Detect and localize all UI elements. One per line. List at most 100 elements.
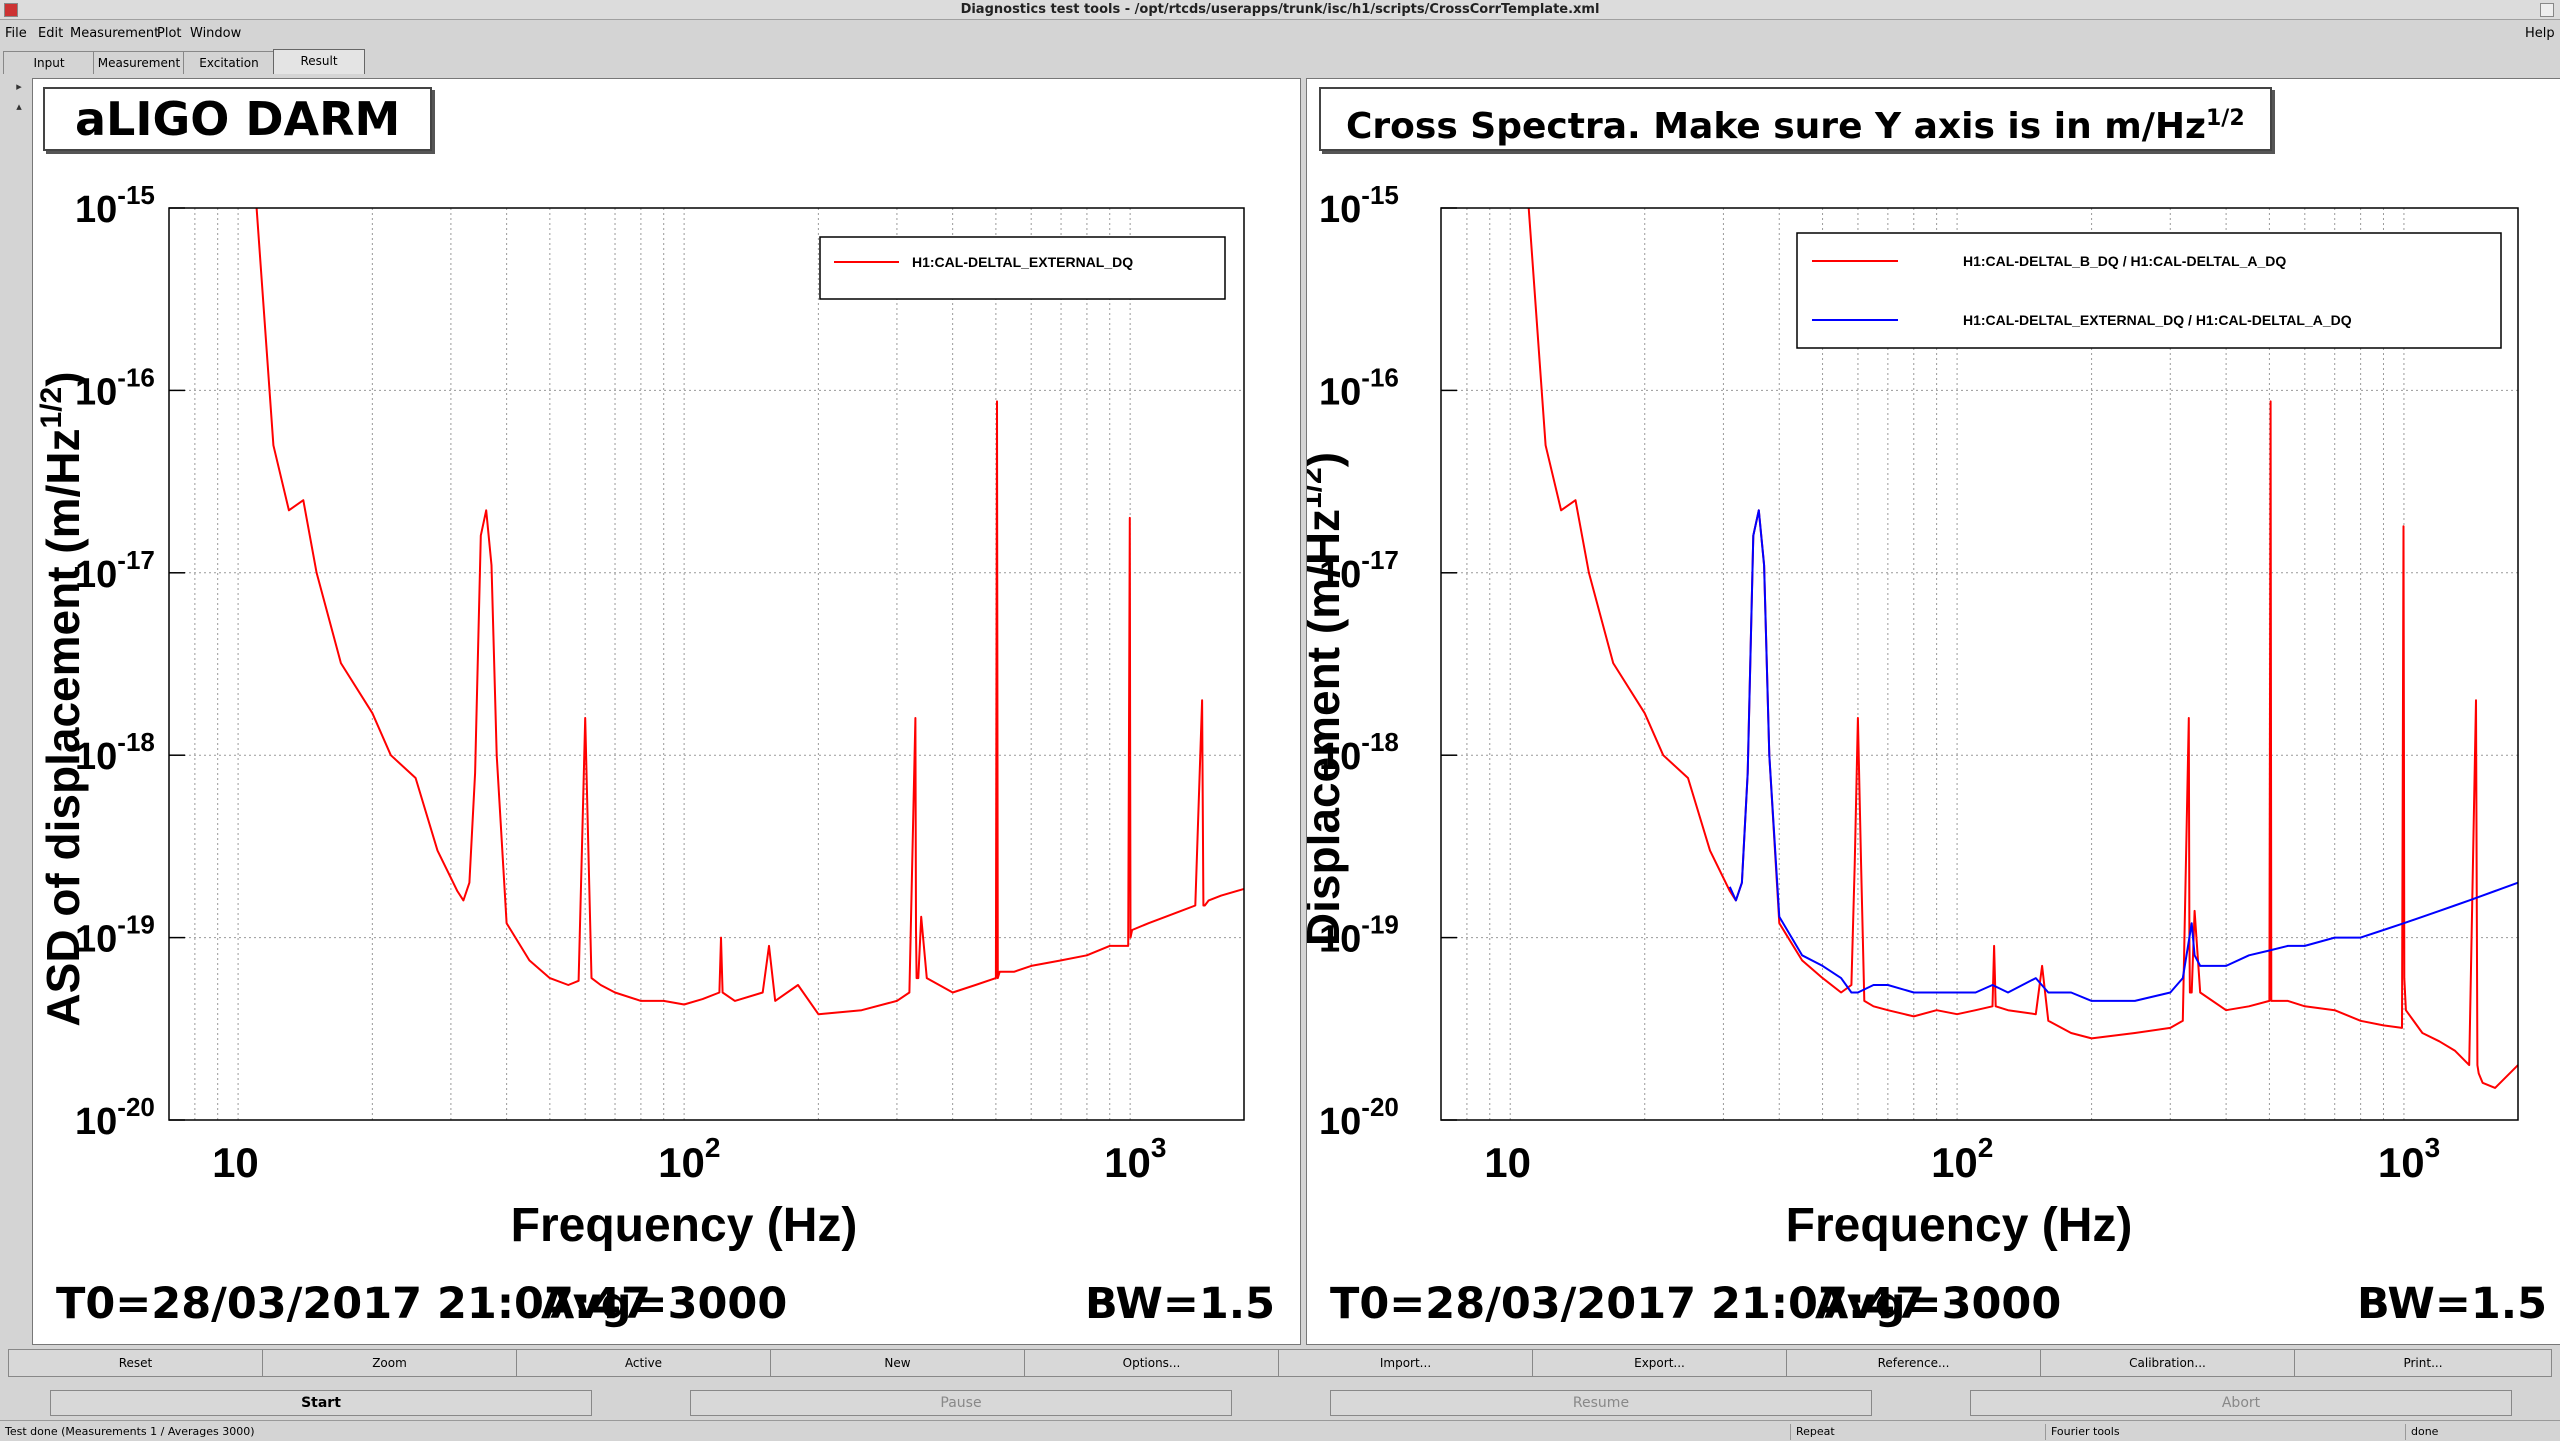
legend-entry: H1:CAL-DELTAL_EXTERNAL_DQ / H1:CAL-DELTA… (1963, 312, 2352, 328)
menu-edit[interactable]: Edit (38, 26, 64, 41)
y-tick-label: 10-19 (75, 910, 155, 961)
y-axis-label-text: Displacement (m/Hz (1307, 509, 1349, 946)
y-axis-label-close: ) (1307, 452, 1349, 467)
y-tick-exp: -18 (1361, 727, 1399, 757)
plot-frame (168, 207, 1245, 1121)
grid (1440, 208, 2518, 1120)
y-tick-base: 10 (1319, 736, 1361, 778)
tab-excitation[interactable]: Excitation (183, 51, 275, 74)
y-tick-label: 10-15 (75, 180, 155, 231)
y-axis-label: Displacement (m/Hz1/2) (1307, 452, 1349, 946)
y-tick-base: 10 (1319, 919, 1361, 961)
y-tick-exp: -16 (1361, 362, 1399, 392)
y-tick-exp: -17 (1361, 545, 1399, 575)
y-axis-label-text: ASD of displacement (m/Hz (37, 428, 89, 1026)
status-state: done (2405, 1424, 2438, 1440)
menu-plot[interactable]: Plot (157, 26, 182, 41)
menu-window[interactable]: Window (190, 26, 242, 41)
y-axis-label-close: ) (37, 371, 89, 386)
y-tick-label: 10-17 (1319, 545, 1399, 596)
export-button[interactable]: Export... (1532, 1349, 1787, 1377)
y-tick-label: 10-15 (1319, 180, 1399, 231)
x-tick-exp: 3 (1151, 1132, 1167, 1163)
footer-bw: BW=1.5 (1085, 1279, 1276, 1329)
y-tick-exp: -20 (1361, 1092, 1399, 1122)
y-tick-base: 10 (75, 371, 117, 413)
y-tick-base: 10 (75, 554, 117, 596)
scroll-up-icon[interactable]: ▸ (16, 80, 22, 93)
menu-help[interactable]: Help (2525, 26, 2555, 41)
menu-file[interactable]: File (5, 26, 27, 41)
y-tick-label: 10-18 (1319, 727, 1399, 778)
x-tick-base: 10 (1484, 1139, 1531, 1186)
plot-title-text: aLIGO DARM (75, 92, 401, 146)
y-tick-label: 10-18 (75, 727, 155, 778)
zoom-button[interactable]: Zoom (262, 1349, 517, 1377)
y-tick-base: 10 (1319, 554, 1361, 596)
window-title: Diagnostics test tools - /opt/rtcds/user… (960, 2, 1600, 17)
footer-avg: Avg=3000 (1815, 1279, 2062, 1329)
grid (168, 208, 1244, 1120)
x-tick-exp: 2 (705, 1132, 721, 1163)
window-close-icon[interactable] (2540, 3, 2554, 17)
window-menu-icon[interactable] (4, 3, 18, 17)
legend-box (1796, 232, 2502, 349)
menu-measurement[interactable]: Measurement (70, 26, 160, 41)
x-axis-label: Frequency (Hz) (1786, 1199, 2133, 1252)
scroll-down-icon[interactable]: ▴ (16, 100, 22, 113)
control-button-row: Start Pause Resume Abort (0, 1390, 2560, 1418)
y-tick-base: 10 (1319, 189, 1361, 231)
status-bar: Test done (Measurements 1 / Averages 300… (0, 1420, 2560, 1441)
y-tick-label: 10-16 (1319, 362, 1399, 413)
x-tick-labels: 10 102 103 (1484, 1132, 2440, 1186)
options-button[interactable]: Options... (1024, 1349, 1279, 1377)
x-tick-label: 10 (212, 1139, 259, 1186)
tab-result[interactable]: Result (273, 49, 365, 74)
legend[interactable]: H1:CAL-DELTAL_EXTERNAL_DQ (819, 236, 1226, 300)
series-group (1527, 207, 2519, 1089)
start-button[interactable]: Start (50, 1390, 592, 1416)
y-tick-base: 10 (1319, 1101, 1361, 1143)
new-button[interactable]: New (770, 1349, 1025, 1377)
y-tick-exp: -19 (117, 910, 155, 940)
x-tick-base: 10 (1104, 1139, 1151, 1186)
resume-button[interactable]: Resume (1330, 1390, 1872, 1416)
calibration-button[interactable]: Calibration... (2040, 1349, 2295, 1377)
import-button[interactable]: Import... (1278, 1349, 1533, 1377)
tab-measurement[interactable]: Measurement (93, 51, 185, 74)
menu-bar: File Edit Measurement Plot Window Help (0, 21, 2560, 45)
y-tick-exp: -15 (117, 180, 155, 210)
legend-entry: H1:CAL-DELTAL_B_DQ / H1:CAL-DELTAL_A_DQ (1963, 253, 2286, 269)
legend[interactable]: H1:CAL-DELTAL_B_DQ / H1:CAL-DELTAL_A_DQ … (1796, 232, 2502, 349)
y-tick-exp: -18 (117, 727, 155, 757)
tab-bar: Input Measurement Excitation Result (0, 49, 2560, 75)
y-tick-exp: -19 (1361, 910, 1399, 940)
reference-button[interactable]: Reference... (1786, 1349, 2041, 1377)
print-button[interactable]: Print... (2294, 1349, 2552, 1377)
pause-button[interactable]: Pause (690, 1390, 1232, 1416)
plot-title-text: Cross Spectra. Make sure Y axis is in m/… (1346, 106, 2206, 147)
x-tick-label: 103 (2378, 1132, 2440, 1186)
x-tick-label: 102 (1931, 1132, 1993, 1186)
footer-avg: Avg=3000 (541, 1279, 788, 1329)
right-plot-panel: Cross Spectra. Make sure Y axis is in m/… (1306, 78, 2560, 1345)
plot-title: Cross Spectra. Make sure Y axis is in m/… (1319, 87, 2272, 151)
y-tick-base: 10 (1319, 371, 1361, 413)
x-tick-labels: 10 102 103 (212, 1132, 1166, 1186)
x-axis-label: Frequency (Hz) (511, 1199, 858, 1252)
y-tick-exp: -17 (117, 545, 155, 575)
y-tick-label: 10-20 (75, 1092, 155, 1143)
legend-entry: H1:CAL-DELTAL_EXTERNAL_DQ (912, 254, 1133, 270)
left-plot-panel: aLIGO DARM 10-15 10-16 10-17 10-18 10-19 10-2… (32, 78, 1301, 1345)
reset-button[interactable]: Reset (8, 1349, 263, 1377)
footer-bw: BW=1.5 (2357, 1279, 2548, 1329)
status-main: Test done (Measurements 1 / Averages 300… (5, 1425, 255, 1438)
y-tick-label: 10-19 (1319, 910, 1399, 961)
abort-button[interactable]: Abort (1970, 1390, 2512, 1416)
tab-input[interactable]: Input (3, 51, 95, 74)
left-scroll-strip[interactable]: ▸ ▴ (8, 78, 30, 1343)
active-button[interactable]: Active (516, 1349, 771, 1377)
x-tick-base: 10 (212, 1139, 259, 1186)
